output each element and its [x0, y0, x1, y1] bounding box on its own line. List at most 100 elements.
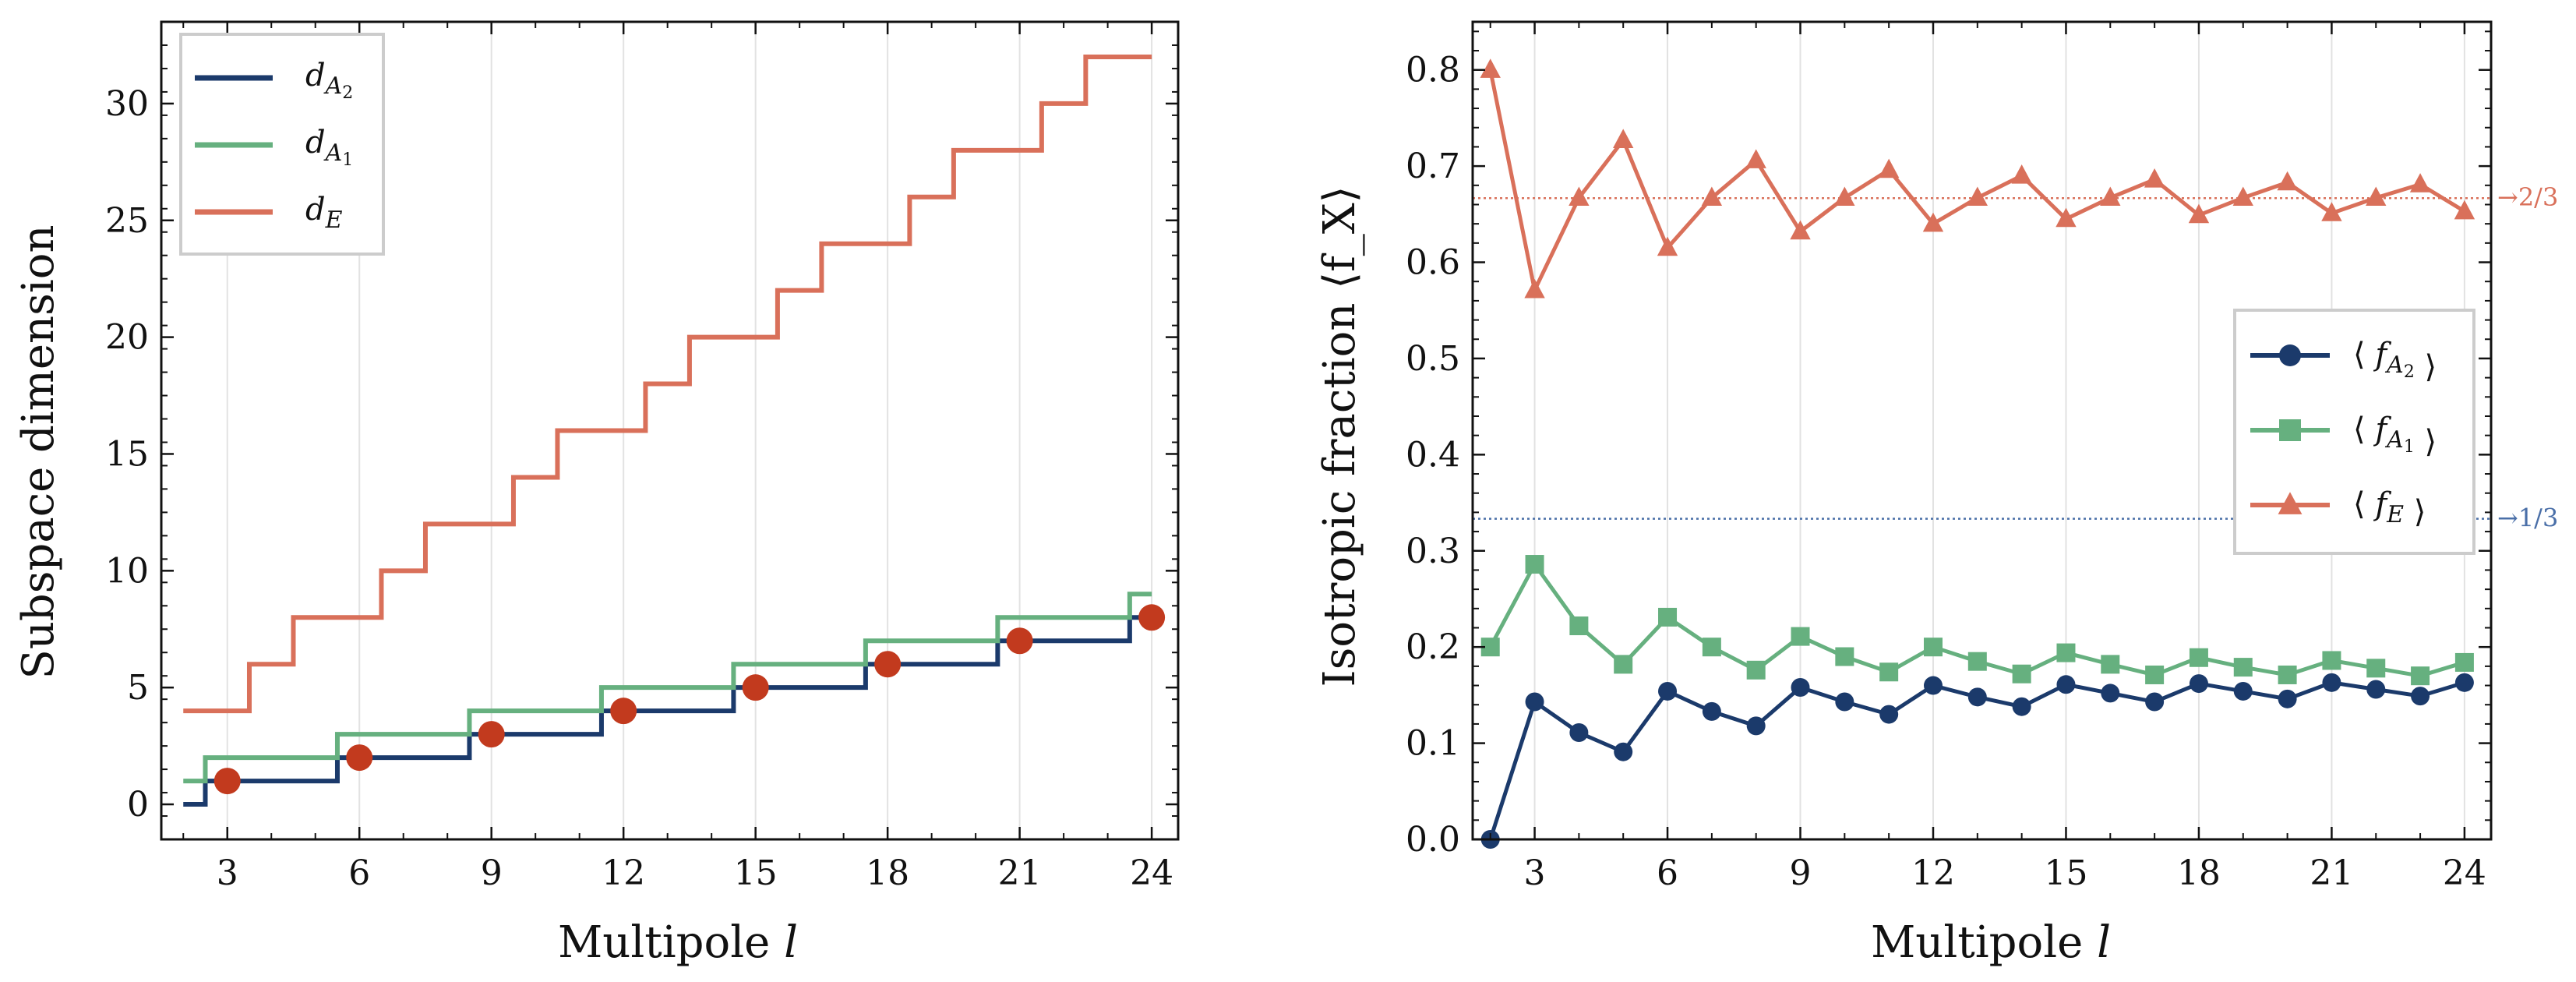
data-point [2056, 207, 2077, 228]
marker-point [610, 698, 637, 725]
data-point [1967, 687, 1987, 707]
data-point [2411, 666, 2430, 686]
data-point [1569, 186, 1590, 207]
data-point [2144, 168, 2165, 188]
x-axis-variable: l [784, 917, 798, 968]
data-point [1569, 616, 1589, 636]
x-tick-label: 3 [217, 853, 238, 893]
y-tick-label: 15 [105, 434, 149, 474]
data-point [2189, 648, 2208, 667]
x-tick-label: 12 [1911, 853, 1955, 893]
data-point [2056, 675, 2076, 694]
legend-label: dA2 [305, 58, 353, 103]
data-point [2454, 652, 2474, 672]
data-point [2409, 173, 2431, 193]
y-tick-label: 10 [105, 551, 149, 591]
data-point [1657, 236, 1678, 256]
data-point [2366, 680, 2386, 699]
left-ticks: 3 6 9 12 15 18 21 24 0 5 10 15 20 25 30 [105, 21, 1178, 893]
data-point [2278, 689, 2297, 708]
data-point [2233, 658, 2253, 677]
data-point [1524, 278, 1545, 298]
y-tick-label: 20 [105, 318, 149, 358]
data-point [1702, 638, 1721, 657]
legend-label: ⟨ fA1 ⟩ [2353, 412, 2437, 460]
data-point [2278, 665, 2297, 684]
x-axis-variable: l [2097, 917, 2111, 968]
x-tick-label: 6 [1657, 853, 1678, 893]
data-point [1791, 627, 1810, 646]
data-point [2012, 664, 2031, 684]
series-line-e [1488, 69, 2466, 297]
data-point [2454, 200, 2475, 220]
left-y-axis-label: Subspace dimension [13, 224, 64, 679]
data-point [1967, 186, 1988, 207]
y-tick-label: 0.2 [1406, 627, 1460, 667]
series-line-a1 [183, 592, 1152, 784]
data-point [1525, 692, 1544, 712]
right-x-axis-label-text: Multipole [1871, 917, 2097, 968]
data-point [1658, 681, 1678, 701]
data-point [2411, 687, 2430, 706]
data-point [1878, 158, 1900, 178]
y-tick-label: 30 [105, 84, 149, 124]
left-x-axis-label: Multipole l [558, 917, 798, 968]
data-point [1791, 678, 1810, 698]
x-tick-label: 18 [2177, 853, 2221, 893]
legend-label: ⟨ fE ⟩ [2353, 486, 2426, 530]
y-tick-label: 25 [105, 201, 149, 241]
right-series [1480, 58, 2475, 849]
x-tick-label: 15 [2044, 853, 2087, 893]
right-x-axis-label: Multipole l [1871, 917, 2111, 968]
data-point [1790, 220, 1811, 240]
marker-point [478, 721, 505, 748]
legend-label: dE [305, 192, 343, 234]
data-point [1879, 662, 1899, 682]
marker-point [742, 674, 769, 701]
data-point [2100, 186, 2121, 207]
x-tick-label: 12 [602, 853, 645, 893]
y-tick-label: 0.6 [1406, 243, 1460, 283]
marker-point [346, 744, 373, 772]
legend-label: ⟨ fA2 ⟩ [2353, 337, 2437, 385]
data-point [2145, 692, 2165, 712]
x-tick-label: 21 [2310, 853, 2353, 893]
data-point [2322, 651, 2341, 670]
x-tick-label: 24 [2443, 853, 2486, 893]
left-axes-frame [160, 20, 1180, 841]
data-point [1922, 212, 1944, 232]
data-point [2277, 171, 2298, 191]
data-point [2278, 492, 2303, 514]
data-point [1923, 676, 1943, 695]
data-point [2056, 643, 2076, 662]
data-point [1879, 705, 1899, 724]
data-point [1525, 555, 1544, 574]
series-line-a2 [183, 615, 1152, 807]
data-point [1745, 149, 1766, 168]
reference-label: →2/3 [2497, 182, 2558, 212]
reference-label: →1/3 [2497, 503, 2558, 533]
y-tick-label: 0.7 [1406, 147, 1460, 186]
marker-point [874, 651, 902, 678]
data-point [1967, 652, 1987, 671]
y-tick-label: 0 [127, 785, 149, 825]
x-tick-label: 18 [866, 853, 909, 893]
y-tick-label: 0.5 [1406, 339, 1460, 379]
data-point [1658, 607, 1678, 627]
data-point [2322, 673, 2341, 692]
data-point [2279, 419, 2301, 441]
data-point [2189, 674, 2208, 694]
data-point [1834, 186, 1855, 207]
y-tick-label: 0.4 [1406, 435, 1460, 475]
data-point [2011, 164, 2032, 184]
y-tick-label: 0.8 [1406, 51, 1460, 90]
y-tick-label: 0.1 [1406, 724, 1460, 764]
right-legend: ⟨ fA2 ⟩ ⟨ fA1 ⟩ ⟨ fE ⟩ [2233, 309, 2475, 555]
right-chart: →2/3 →1/3 3 6 9 12 15 18 21 24 0.0 0.1 0.2 0.3 0.4 0.5… [1314, 20, 2558, 968]
data-point [1614, 742, 1633, 761]
left-series [183, 54, 1166, 807]
data-point [1614, 655, 1633, 674]
data-point [1835, 647, 1854, 666]
data-point [2321, 202, 2342, 221]
